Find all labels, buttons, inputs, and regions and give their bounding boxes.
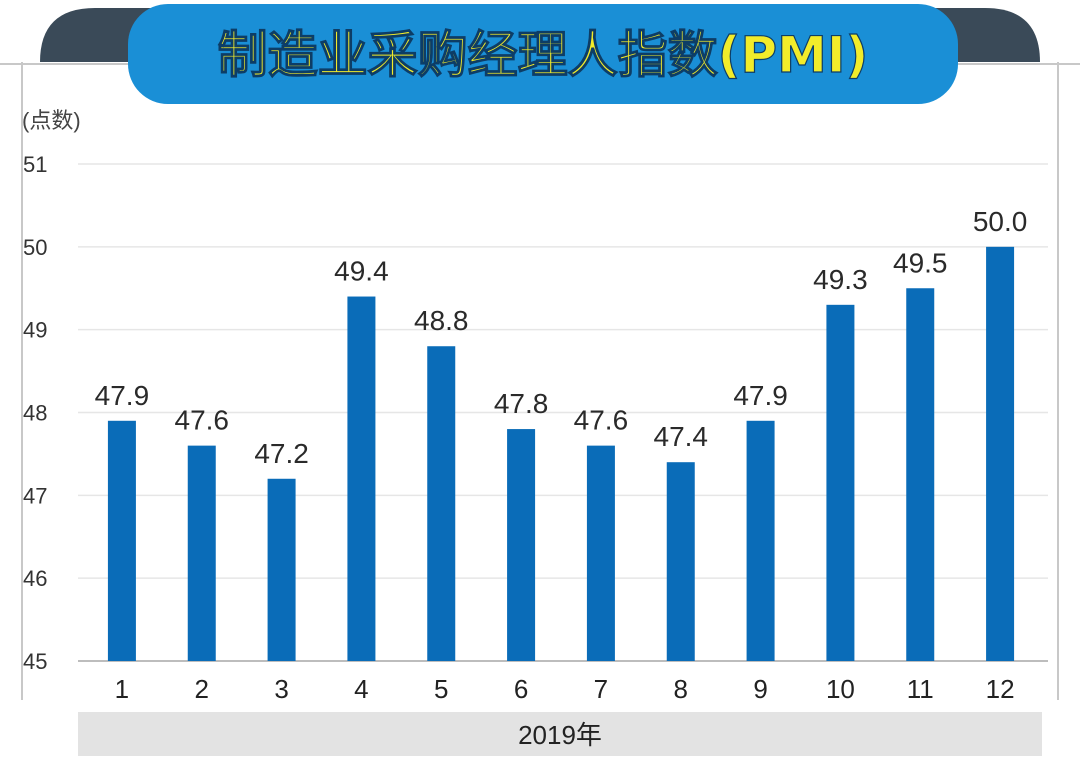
data-label: 47.8 — [494, 388, 549, 419]
bar — [267, 478, 296, 661]
data-label: 47.9 — [95, 380, 150, 411]
bar — [986, 246, 1015, 662]
x-tick-label: 11 — [907, 674, 934, 704]
data-label: 49.4 — [334, 256, 389, 287]
x-tick-label: 6 — [514, 674, 528, 704]
bar — [826, 304, 855, 661]
chart-title: 制造业采购经理人指数(PMI) — [218, 26, 869, 84]
y-tick-label: 45 — [23, 649, 47, 674]
bar — [586, 445, 615, 661]
x-tick-label: 2 — [195, 674, 209, 704]
y-axis-label: (点数) — [22, 108, 81, 133]
y-tick-label: 49 — [23, 318, 47, 343]
data-label: 47.4 — [654, 421, 709, 452]
grid-layer: 45 46 47 48 49 50 51 — [23, 152, 1048, 674]
x-tick-label: 10 — [826, 674, 855, 704]
bar — [746, 420, 775, 661]
x-tick-label: 3 — [274, 674, 288, 704]
data-label: 49.3 — [813, 264, 868, 295]
data-label: 47.6 — [175, 405, 230, 436]
x-tick-label: 5 — [434, 674, 448, 704]
x-tick-label: 4 — [354, 674, 368, 704]
x-tick-label: 1 — [115, 674, 129, 704]
data-label: 47.9 — [733, 380, 788, 411]
x-tick-label: 12 — [986, 674, 1015, 704]
bar — [666, 462, 695, 661]
bar — [187, 445, 216, 661]
data-label: 47.6 — [574, 405, 629, 436]
bar — [427, 346, 456, 661]
data-label: 48.8 — [414, 305, 469, 336]
bar — [906, 288, 935, 661]
y-tick-label: 51 — [23, 152, 47, 177]
x-tick-label: 7 — [594, 674, 608, 704]
data-label: 47.2 — [254, 438, 309, 469]
y-tick-label: 46 — [23, 566, 47, 591]
x-tick-label: 8 — [674, 674, 688, 704]
x-axis-label: 2019年 — [518, 720, 602, 750]
data-label: 50.0 — [973, 206, 1028, 237]
bars-layer: 47.9 1 47.6 2 47.2 3 49.4 4 48.8 5 47.8 6 47.6 7 47.4 8… — [95, 206, 1028, 704]
bar — [507, 429, 536, 661]
y-tick-label: 50 — [23, 235, 47, 260]
y-tick-label: 48 — [23, 401, 47, 426]
data-label: 49.5 — [893, 247, 948, 278]
y-tick-label: 47 — [23, 483, 47, 508]
bar — [347, 296, 376, 661]
x-tick-label: 9 — [753, 674, 767, 704]
bar — [107, 420, 136, 661]
title-banner — [128, 4, 958, 104]
x-axis-band — [78, 712, 1042, 756]
